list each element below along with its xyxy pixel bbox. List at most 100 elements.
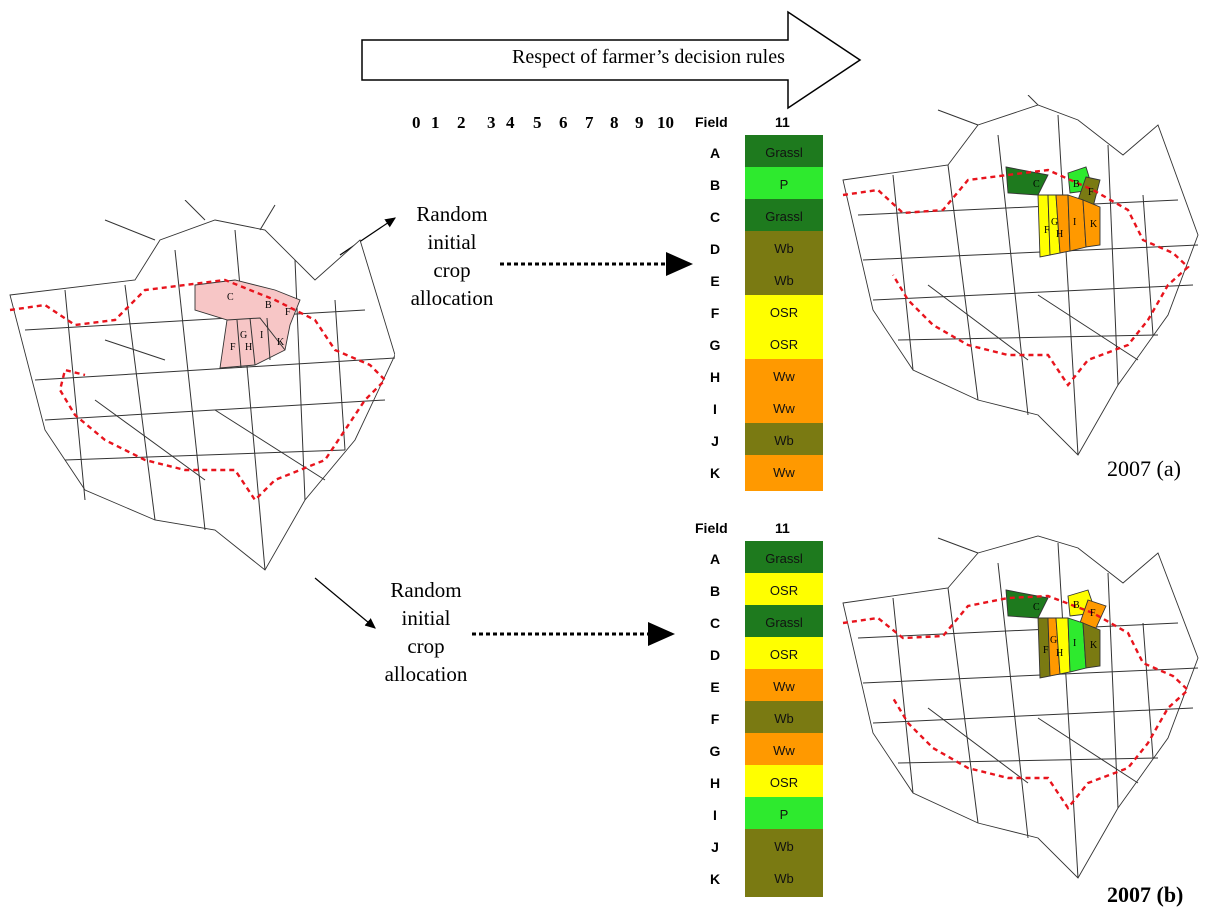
decision-rules-arrow: [361, 10, 862, 110]
crop-cell: Ww: [745, 669, 823, 705]
arrow-to-random-b: [314, 577, 376, 629]
field-letter: D: [709, 241, 721, 257]
field-header-b: Field: [695, 520, 728, 536]
map-field-label: C: [227, 292, 234, 303]
svg-text:C: C: [1033, 179, 1040, 190]
landscape-map-initial: C B F G H I K F: [9, 200, 395, 571]
crop-cell: Ww: [745, 455, 823, 491]
crop-cell: P: [745, 797, 823, 833]
iteration-scale: 0 1 2 3 4 5 6 7 8 9 10: [412, 113, 682, 135]
crop-cell: Grassl: [745, 605, 823, 641]
iteration-tick: 1: [431, 113, 440, 132]
crop-cell: Ww: [745, 359, 823, 395]
crop-cell: Wb: [745, 829, 823, 865]
svg-text:I: I: [1073, 638, 1076, 649]
svg-text:G: G: [1050, 635, 1057, 646]
field-letter: E: [710, 679, 720, 695]
field-letter: B: [709, 177, 721, 193]
random-line: crop: [407, 634, 445, 658]
field-letter: F: [710, 305, 720, 321]
iteration-tick: 4: [506, 113, 515, 132]
svg-text:G: G: [1051, 217, 1058, 228]
field-letter: G: [709, 337, 721, 353]
iteration-tick: 5: [533, 113, 542, 132]
iteration-tick: 7: [585, 113, 594, 132]
crop-cell: Grassl: [745, 199, 823, 235]
svg-text:H: H: [1056, 648, 1063, 659]
random-line: crop: [433, 258, 471, 282]
field-letter: I: [713, 807, 717, 823]
svg-text:F: F: [1090, 608, 1096, 619]
svg-text:C: C: [1033, 602, 1040, 613]
svg-text:F: F: [1044, 225, 1050, 236]
random-line: allocation: [384, 662, 468, 686]
crop-cell: OSR: [745, 637, 823, 673]
iteration-tick: 2: [457, 113, 466, 132]
year-label-a: 2007 (a): [1107, 456, 1181, 481]
random-line: initial: [401, 606, 451, 630]
field-letter: J: [711, 839, 719, 855]
random-line: initial: [427, 230, 477, 254]
iteration-tick: 8: [610, 113, 619, 132]
crop-cell: Wb: [745, 231, 823, 267]
crop-cell: OSR: [745, 765, 823, 801]
field-letter: A: [709, 145, 721, 161]
map-field-label: H: [245, 342, 252, 353]
map-field-label: F: [285, 307, 291, 318]
field-letter: J: [711, 433, 719, 449]
map-field-label: K: [277, 337, 285, 348]
iteration-header-b: 11: [775, 520, 790, 536]
crop-cell: Ww: [745, 391, 823, 427]
decision-rules-label: Respect of farmer’s decision rules: [512, 46, 785, 68]
svg-text:I: I: [1073, 217, 1076, 228]
iteration-tick: 10: [657, 113, 674, 132]
random-line: allocation: [410, 286, 494, 310]
svg-text:B: B: [1073, 179, 1080, 190]
crop-cell: OSR: [745, 295, 823, 331]
iteration-header-a: 11: [775, 114, 790, 130]
field-letter: F: [710, 711, 720, 727]
field-letter: K: [709, 465, 721, 481]
svg-text:B: B: [1073, 600, 1080, 611]
svg-text:K: K: [1090, 219, 1098, 230]
year-label-b: 2007 (b): [1107, 882, 1184, 907]
iteration-tick: 6: [559, 113, 568, 132]
crop-cell: P: [745, 167, 823, 203]
field-letter: H: [709, 775, 721, 791]
random-allocation-label-b: Random initial crop allocation: [366, 576, 486, 688]
crop-cell: OSR: [745, 327, 823, 363]
crop-table-b: A Grassl B OSR C Grassl D OSR E Ww F Wb G Ww H OSR I P J Wb…: [705, 541, 825, 897]
random-line: Random: [390, 578, 462, 602]
svg-text:F: F: [1043, 645, 1049, 656]
field-letter: B: [709, 583, 721, 599]
crop-cell: Wb: [745, 861, 823, 897]
crop-cell: Ww: [745, 733, 823, 769]
crop-table-a: A Grassl B P C Grassl D Wb E Wb F OSR G OSR H Ww I Ww J Wb K…: [705, 135, 825, 491]
field-letter: A: [709, 551, 721, 567]
crop-cell: Wb: [745, 701, 823, 737]
field-letter: D: [709, 647, 721, 663]
arrow-to-random-a: [339, 217, 396, 256]
svg-text:K: K: [1090, 640, 1098, 651]
map-field-label: F: [230, 342, 236, 353]
map-field-label: I: [260, 330, 263, 341]
svg-text:H: H: [1056, 229, 1063, 240]
crop-cell: Wb: [745, 263, 823, 299]
iteration-tick: 9: [635, 113, 644, 132]
map-field-label: B: [265, 300, 272, 311]
field-header-a: Field: [695, 114, 728, 130]
crop-cell: Grassl: [745, 135, 823, 171]
field-letter: C: [709, 615, 721, 631]
field-letter: G: [709, 743, 721, 759]
field-letter: C: [709, 209, 721, 225]
landscape-map-2007-b: C B F F G H I K: [842, 535, 1199, 879]
field-letter: K: [709, 871, 721, 887]
random-line: Random: [416, 202, 488, 226]
iteration-tick: 0: [412, 113, 421, 132]
svg-text:F: F: [1088, 187, 1094, 198]
iteration-tick: 3: [487, 113, 496, 132]
crop-cell: OSR: [745, 573, 823, 609]
field-letter: I: [713, 401, 717, 417]
field-letter: E: [710, 273, 720, 289]
